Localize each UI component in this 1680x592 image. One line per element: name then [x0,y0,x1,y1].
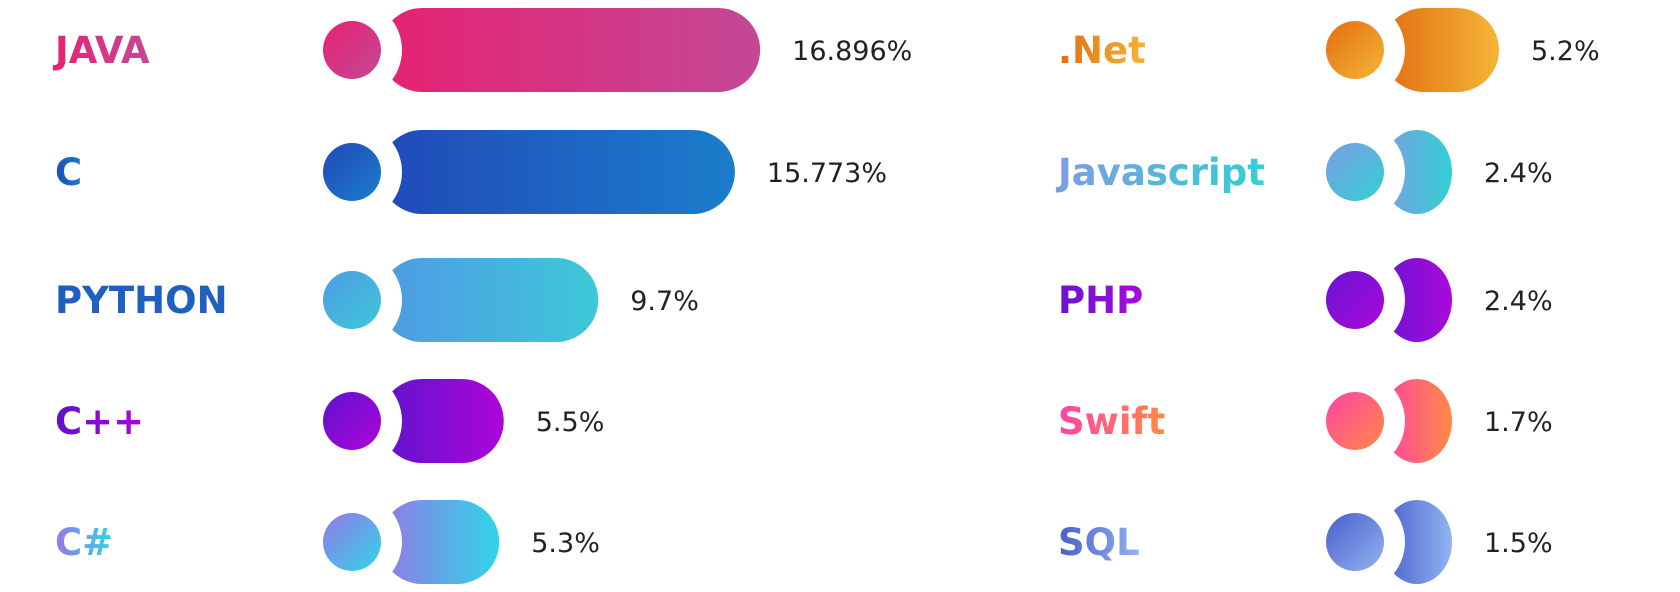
bar-group: Swift 1.7% [1058,371,1553,471]
bar [380,379,504,463]
value-label: 5.3% [531,528,600,559]
bar-group: Javascript 2.4% [1055,122,1553,222]
value-label: 5.5% [536,407,605,438]
bar-group: C++ 5.5% [55,371,604,471]
category-label: C++ [55,400,144,443]
bar-dot [323,513,381,571]
bars-layer: JAVA 16.896% C 15.773% PYTHON 9.7% C++ 5.5% C# 5.… [52,0,1600,592]
bar [380,258,599,342]
bar-group: PYTHON 9.7% [55,250,699,350]
value-label: 1.5% [1484,528,1553,559]
bar-dot [1326,513,1384,571]
bar-dot [1326,392,1384,450]
value-label: 2.4% [1484,286,1553,317]
bar [380,8,761,92]
value-label: 2.4% [1484,158,1553,189]
category-label: Javascript [1055,151,1265,194]
value-label: 16.896% [792,36,912,67]
bar-group: C# 5.3% [55,492,600,592]
bar-group: SQL 1.5% [1058,492,1553,592]
value-label: 9.7% [630,286,699,317]
bar-group: PHP 2.4% [1058,250,1553,350]
category-label: Swift [1058,400,1165,443]
bar-group: JAVA 16.896% [52,0,912,100]
bar [380,500,500,584]
category-label: JAVA [52,29,150,72]
category-label: C [55,151,82,194]
value-label: 1.7% [1484,407,1553,438]
bar-dot [323,271,381,329]
bar-dot [1326,271,1384,329]
category-label: SQL [1058,521,1140,564]
value-label: 5.2% [1531,36,1600,67]
bar-group: .Net 5.2% [1058,0,1600,100]
bar-dot [1326,143,1384,201]
category-label: PHP [1058,279,1143,322]
category-label: .Net [1058,29,1146,72]
bar-dot [323,392,381,450]
bar [380,130,735,214]
bar-group: C 15.773% [55,122,887,222]
category-label: PYTHON [55,279,228,322]
bar [1382,8,1499,92]
value-label: 15.773% [767,158,887,189]
bar-dot [323,143,381,201]
category-label: C# [55,521,113,564]
bar-dot [1326,21,1384,79]
bar-dot [323,21,381,79]
